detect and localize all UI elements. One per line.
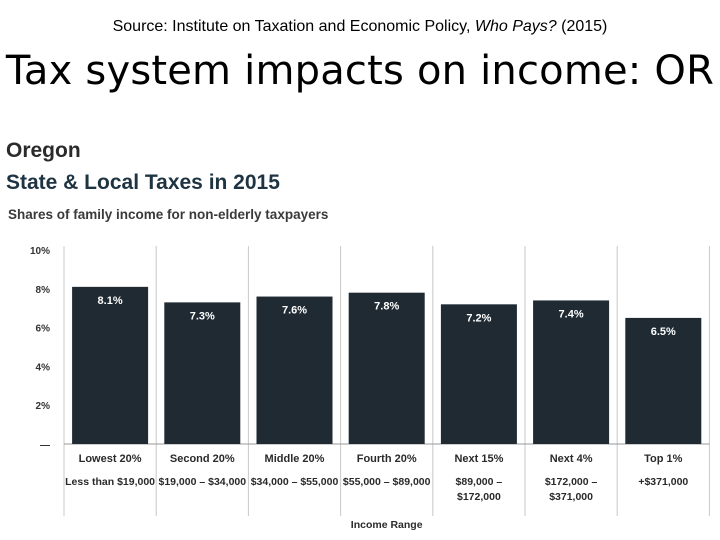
bar [440,304,517,444]
range-label: $89,000 – [456,476,503,488]
bar-value-label: 7.8% [374,301,399,313]
category-label: Next 15% [454,453,503,465]
y-tick-label: 10% [30,246,50,257]
bar [533,300,610,444]
source-text: Source: Institute on Taxation and Econom… [112,18,475,35]
bar-chart: 10% 8% 6% 4% 2% — 8.1% Lowest 20% Less than $19,… [30,246,710,531]
bar [256,296,333,444]
category-label: Second 20% [170,453,235,465]
bar-value-label: 7.2% [466,312,491,324]
x-axis-title: Income Range [351,519,423,531]
range-label: $172,000 [457,491,501,503]
range-label: $19,000 – $34,000 [159,476,247,488]
bar-value-label: 7.4% [559,308,584,320]
y-tick-label: 4% [36,362,51,373]
range-label: +$371,000 [638,476,688,488]
y-tick-label: 6% [36,324,51,335]
source-publication: Who Pays? [474,18,557,35]
bar [72,286,149,444]
source-year: (2015) [556,18,608,35]
bar-value-label: 8.1% [98,295,123,307]
bar-value-label: 6.5% [651,326,676,338]
chart-subtitle: Shares of family income for non-elderly … [8,207,329,222]
category-label: Top 1% [644,453,683,465]
y-tick-label: 8% [36,285,51,296]
range-label: Less than $19,000 [65,476,155,488]
range-label: $55,000 – $89,000 [343,476,431,488]
category-label: Fourth 20% [357,453,417,465]
bar [164,302,241,444]
state-name: Oregon [6,139,81,162]
category-label: Lowest 20% [79,453,142,465]
bar-value-label: 7.3% [190,310,215,322]
bar-value-label: 7.6% [282,305,307,317]
source-citation: Source: Institute on Taxation and Econom… [0,18,720,36]
category-label: Middle 20% [265,453,325,465]
bar [625,317,702,444]
y-tick-label: 2% [36,401,51,412]
y-tick-label: — [40,440,50,451]
slide-title: Tax system impacts on income: OR [5,48,715,94]
range-label: $34,000 – $55,000 [251,476,339,488]
chart-title: State & Local Taxes in 2015 [6,171,280,194]
category-label: Next 4% [550,453,593,465]
range-label: $371,000 [549,491,593,503]
bar [348,292,425,444]
range-label: $172,000 – [545,476,598,488]
